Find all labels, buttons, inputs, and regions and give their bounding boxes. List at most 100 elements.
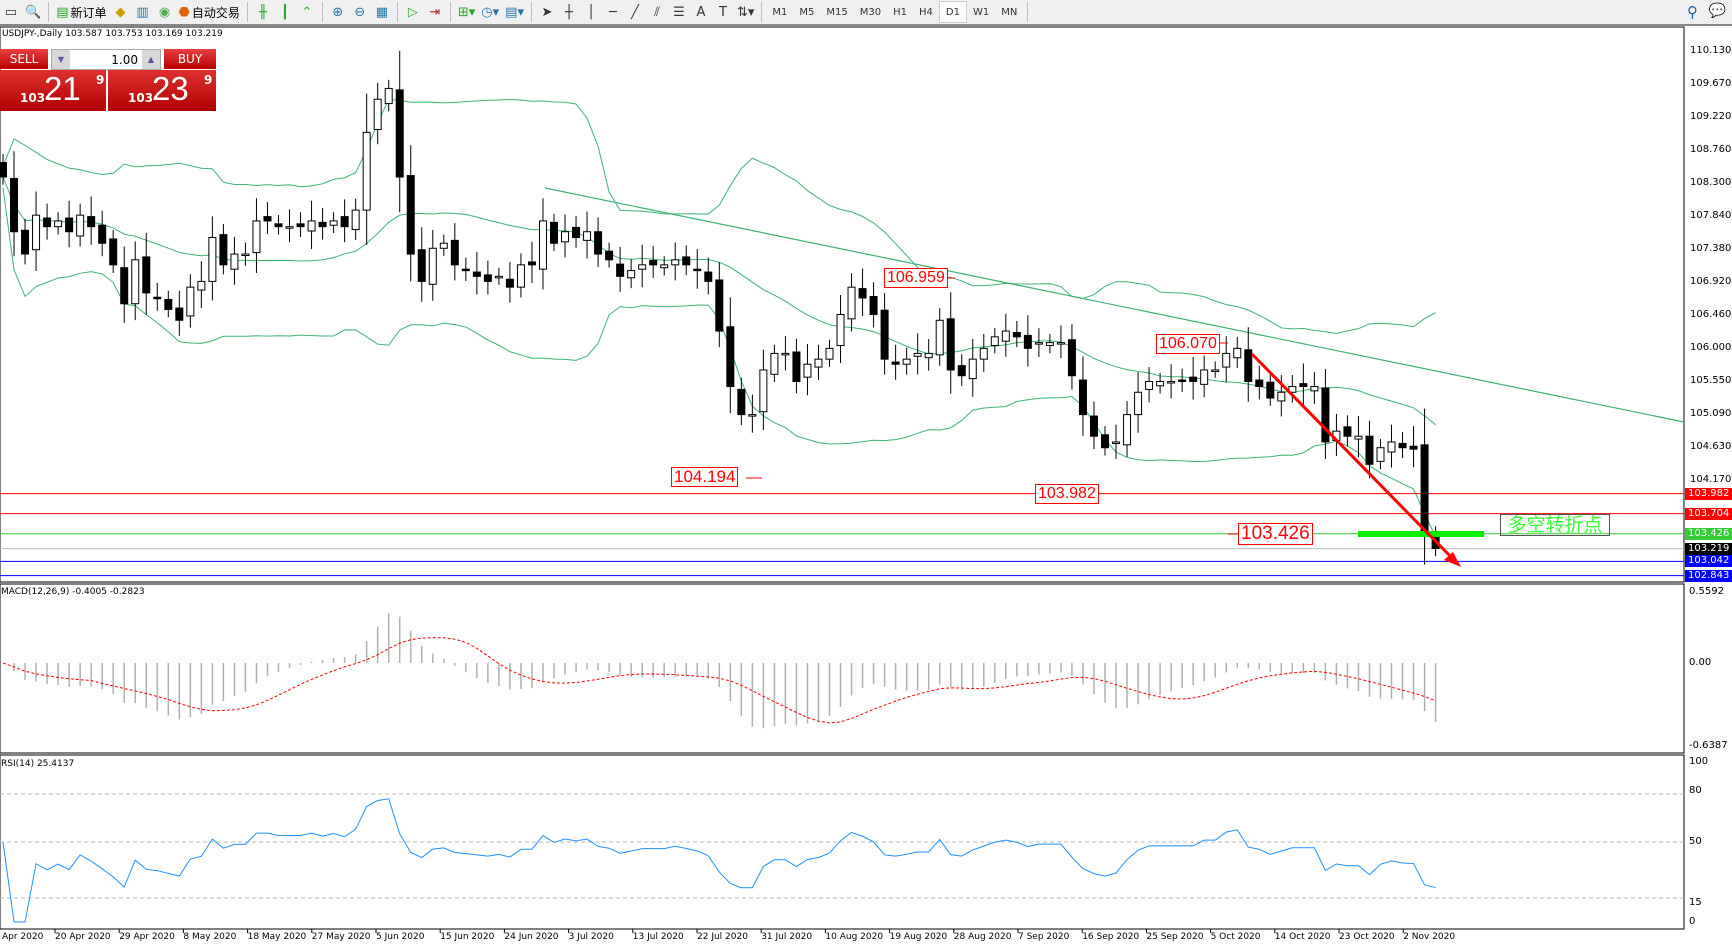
price-tag: 103.042 [1685,555,1732,568]
price-axis-label: 109.670 [1690,78,1732,89]
timeframe-m1[interactable]: M1 [772,6,788,18]
buy-button[interactable]: BUY [164,49,216,69]
timeframe-m15[interactable]: M15 [826,6,848,18]
candle-body [583,231,592,241]
candle-body [164,298,173,310]
date-label: 10 Aug 2020 [825,932,884,942]
fibonacci-icon[interactable]: ☰ [673,4,685,20]
candle-body [792,351,801,382]
date-label: 31 Jul 2020 [761,932,813,942]
cursor-icon[interactable]: ➤ [541,4,553,20]
macd-signal-line [2,637,1436,724]
buy-price[interactable]: 103 23 9 [108,70,216,111]
candle-body [32,214,41,251]
experts-icon[interactable]: ◆ [115,4,126,20]
date-label: 23 Oct 2020 [1339,932,1395,942]
candle-body [1310,386,1319,392]
candle-body [649,260,658,266]
text-label-icon[interactable]: T [719,4,727,20]
divider [1027,2,1029,22]
candle-body [76,214,85,237]
zoom-chart-icon[interactable]: 🔍 [25,4,42,20]
vertical-line-icon[interactable]: │ [587,4,595,20]
timeframe-d1[interactable]: D1 [938,1,967,23]
auto-trading-icon: ⬣ [178,4,190,20]
date-label: Apr 2020 [2,932,44,942]
zoom-out-icon[interactable]: ⊖ [354,4,366,20]
price-axis-label: 106.000 [1690,342,1732,353]
search-icon[interactable]: ⚲ [1687,3,1698,21]
periods-dropdown-icon[interactable]: ◷▾ [481,4,500,20]
rsi-axis-15: 15 [1689,897,1702,908]
candle-body [1089,415,1098,437]
candle-body [1034,342,1043,345]
auto-scroll-icon[interactable]: ▷ [407,4,418,20]
new-order-button[interactable]: ▤ 新订单 [56,4,107,20]
date-label: 18 May 2020 [247,932,307,942]
equidistant-channel-icon[interactable]: ⫽ [654,4,660,20]
candle-body [428,247,437,285]
candle-body [1001,330,1010,342]
history-icon[interactable]: ▥ [136,4,149,20]
templates-dropdown-icon[interactable]: ▤▾ [505,4,524,20]
timeframe-m30[interactable]: M30 [859,6,882,18]
auto-trading-button[interactable]: ⬣ 自动交易 [178,4,240,20]
text-icon[interactable]: A [696,4,706,20]
timeframe-w1[interactable]: W1 [972,6,990,18]
candle-body [0,162,7,178]
lot-size-value[interactable]: 1.00 [111,52,138,67]
candle-body [1398,442,1407,449]
candle-body [946,318,955,371]
candle-body [1178,379,1187,383]
signal-icon[interactable]: ◉ [158,4,171,20]
line-chart-icon[interactable]: ⌃ [301,4,313,20]
candle-body [362,131,371,211]
chart-shift-icon[interactable]: ⇥ [429,4,441,20]
candle-body [483,274,492,282]
date-label: 16 Sep 2020 [1082,932,1140,942]
macd-axis-min: -0.6387 [1689,740,1728,751]
candle-body [21,229,30,255]
bar-chart-icon[interactable]: ╫ [258,4,267,20]
horizontal-line-icon[interactable]: ─ [609,4,617,20]
candle-body [990,336,999,346]
timeframe-mn[interactable]: MN [1001,6,1018,18]
candlestick-icon[interactable]: ┃ [280,4,289,20]
candle-body [682,256,691,266]
candle-body [1299,383,1308,388]
zoom-in-icon[interactable]: ⊕ [332,4,344,20]
candle-body [1189,376,1198,382]
date-label: 5 Jun 2020 [376,932,425,942]
candle-body [65,217,74,233]
date-label: 19 Aug 2020 [889,932,948,942]
candle-body [957,365,966,377]
candle-body [1156,380,1165,387]
arrows-dropdown-icon[interactable]: ⇅▾ [736,4,755,20]
lot-increase-icon[interactable]: ▲ [142,50,160,69]
rsi-axis-80: 80 [1689,785,1702,796]
price-axis-label: 110.130 [1690,45,1732,56]
price-axis-label: 104.170 [1690,474,1732,485]
crosshair-icon[interactable]: ┼ [565,4,573,20]
trendline-icon[interactable]: ╱ [631,4,639,20]
sell-button[interactable]: SELL [0,49,48,69]
candle-body [781,352,790,356]
timeframe-m5[interactable]: M5 [799,6,815,18]
candle-body [550,221,558,244]
indicators-dropdown-icon[interactable]: ⊞▾ [457,4,476,20]
timeframe-h4[interactable]: H4 [919,6,933,18]
price-tag: 103.219 [1685,542,1732,555]
trendline [544,187,1685,423]
pivot-bar [1358,531,1484,537]
sell-price[interactable]: 103 21 9 [0,70,106,111]
candle-body [1023,334,1032,349]
rsi-axis-100: 100 [1689,756,1709,767]
candle-body [803,363,812,378]
timeframe-h1[interactable]: H1 [893,6,908,18]
chat-icon[interactable]: 💬 [1708,3,1726,19]
lot-decrease-icon[interactable]: ▼ [52,50,70,69]
lot-size-field[interactable]: ▼ 1.00 ▲ [51,49,161,70]
chart-window-icon[interactable]: ▭ [4,4,18,20]
tile-windows-icon[interactable]: ▦ [375,4,389,20]
